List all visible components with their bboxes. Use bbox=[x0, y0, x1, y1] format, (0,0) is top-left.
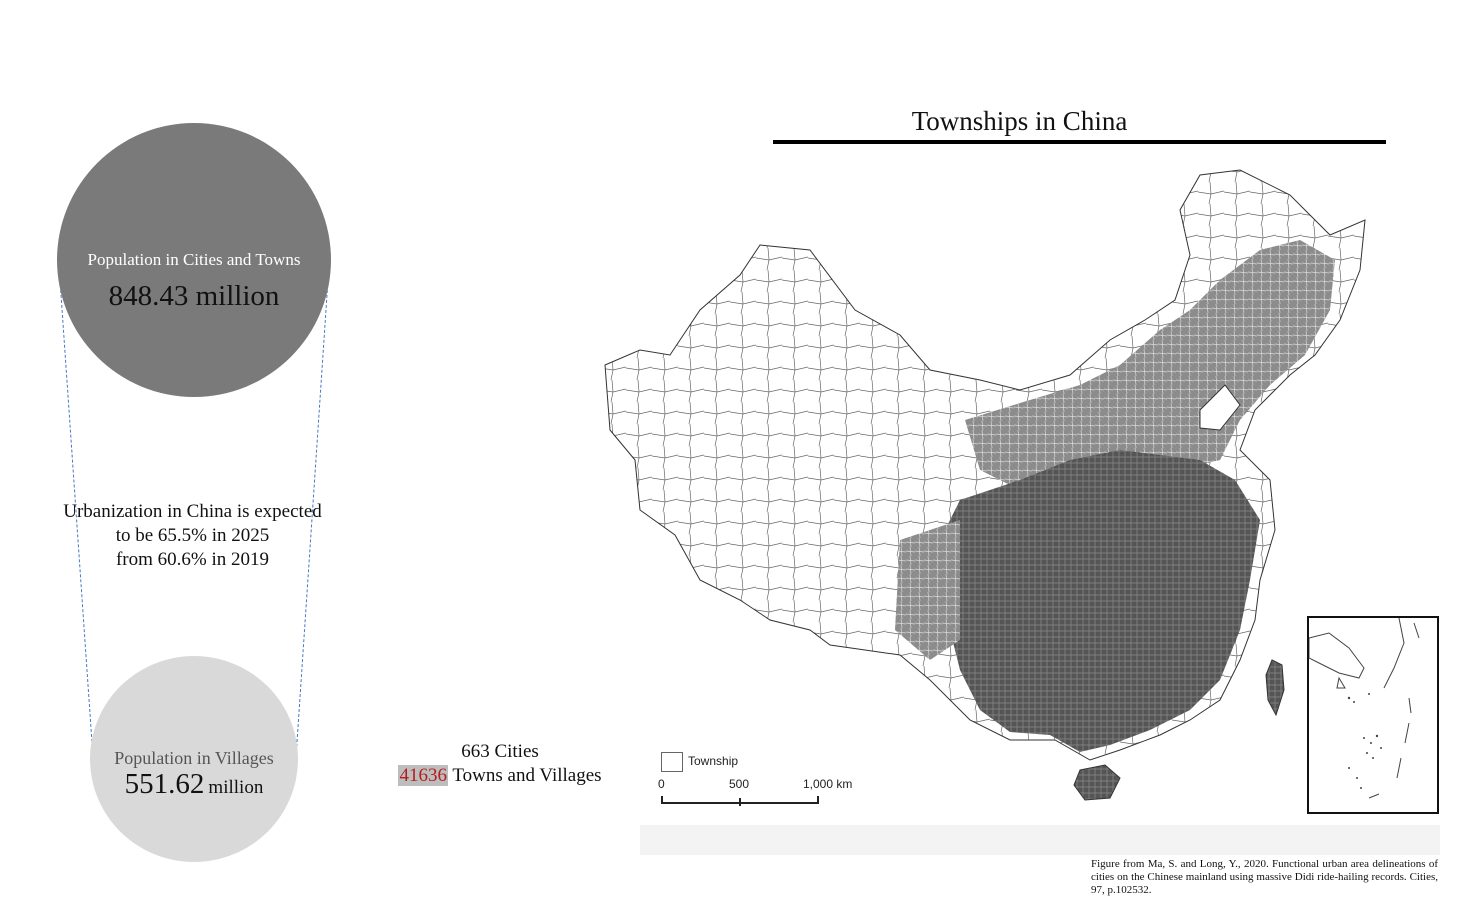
scale-label-500: 500 bbox=[729, 777, 750, 791]
scale-bar-mid-tick bbox=[739, 798, 741, 806]
hainan-island bbox=[1073, 764, 1121, 801]
towns-count: 41636 bbox=[398, 765, 448, 786]
scale-label-0: 0 bbox=[658, 777, 665, 791]
cities-count: 663 Cities bbox=[461, 741, 539, 762]
south-china-sea-inset bbox=[1307, 616, 1439, 814]
china-township-map bbox=[604, 169, 1440, 855]
map-title: Townships in China bbox=[911, 106, 1128, 136]
urbanization-line-2: to be 65.5% in 2025 bbox=[115, 525, 270, 546]
rural-population-unit: million bbox=[208, 777, 264, 798]
figure-citation: Figure from Ma, S. and Long, Y., 2020. F… bbox=[1091, 858, 1438, 896]
scale-label-1000: 1,000 km bbox=[803, 777, 853, 791]
rural-population-label: Population in Villages bbox=[114, 748, 274, 768]
legend-swatch bbox=[661, 752, 683, 772]
urban-population-label: Population in Cities and Towns bbox=[87, 250, 301, 269]
urbanization-note: Urbanization in China is expected to be … bbox=[40, 500, 345, 572]
rural-population-value: 551.62 million bbox=[90, 768, 298, 801]
rural-population-circle bbox=[90, 656, 298, 862]
towns-label: Towns and Villages bbox=[452, 765, 602, 786]
urbanization-line-1: Urbanization in China is expected bbox=[63, 501, 322, 522]
rural-population-number: 551.62 bbox=[124, 768, 205, 800]
settlement-counts: 663 Cities 41636 Towns and Villages bbox=[380, 740, 620, 788]
taiwan-island bbox=[1265, 659, 1285, 717]
urban-population-circle bbox=[57, 123, 331, 397]
inset-map bbox=[1308, 617, 1420, 799]
urbanization-line-3: from 60.6% in 2019 bbox=[115, 549, 270, 570]
title-rule bbox=[773, 140, 1386, 144]
towns-line: 41636 Towns and Villages bbox=[380, 764, 620, 788]
urban-population-value: 848.43 million bbox=[108, 280, 280, 312]
legend-label: Township bbox=[688, 754, 739, 768]
